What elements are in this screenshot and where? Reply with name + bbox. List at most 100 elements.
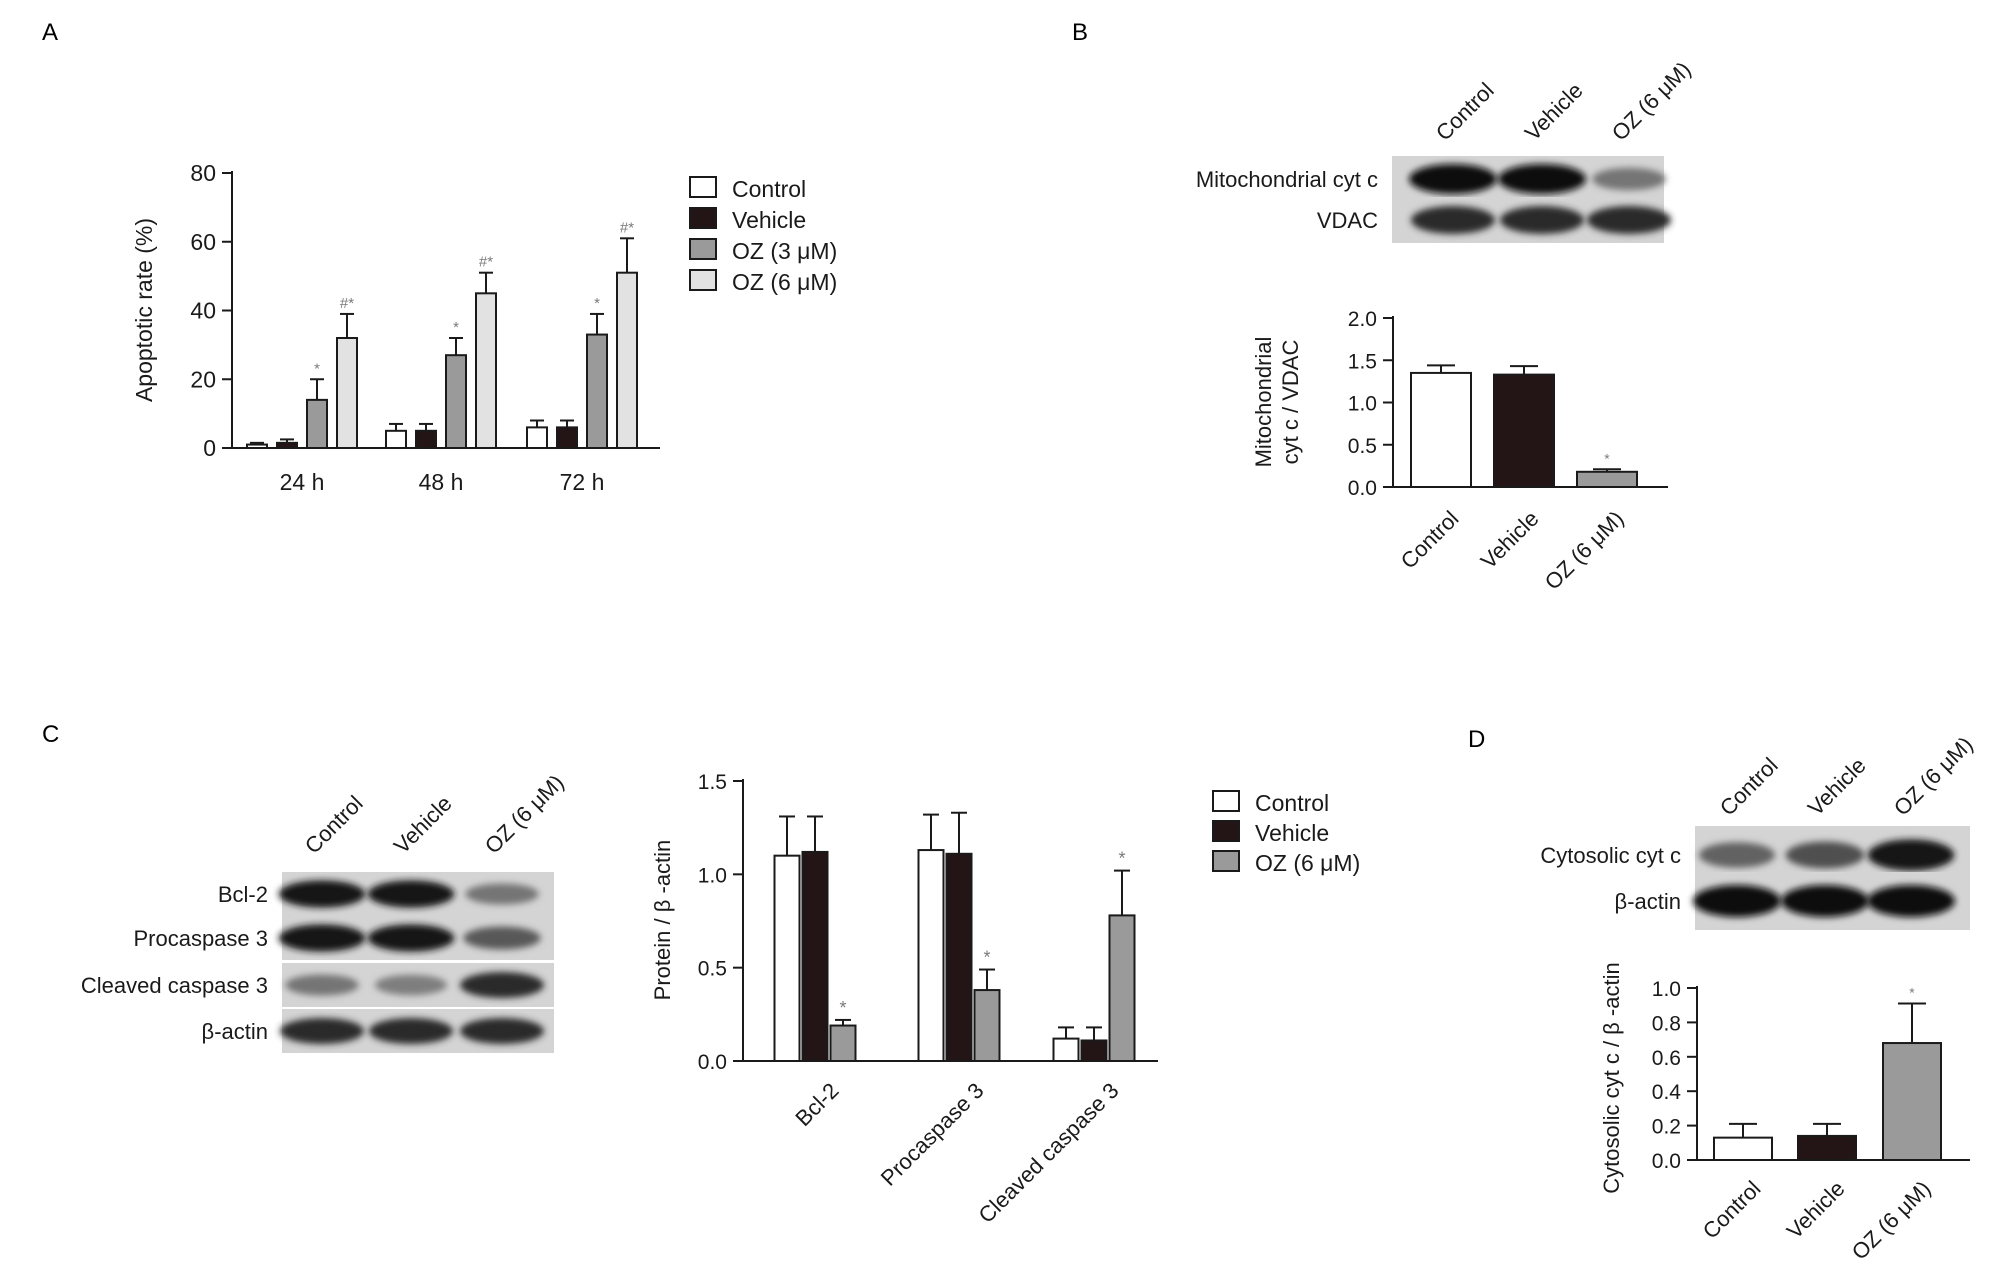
y-axis-title: Cytosolic cyt c / β -actin xyxy=(1599,962,1624,1193)
bar-oz-3-m-72-h xyxy=(586,333,608,449)
x-tick-label-oz-6-m: OZ (6 μM) xyxy=(1847,1176,1936,1265)
x-tick-label-bcl-2: Bcl-2 xyxy=(790,1078,843,1131)
bar-oz-3-m-24-h xyxy=(306,398,328,449)
x-tick-label-control: Control xyxy=(1396,506,1464,574)
legend-swatch-oz-3-m xyxy=(689,238,717,260)
western-blot-d: Control Vehicle OZ (6 μM) Cytosolic cyt c β-… xyxy=(1540,732,1978,930)
bar-oz-6-m-24-h xyxy=(336,337,358,449)
blot-row-label-cleaved-caspase-3: Cleaved caspase 3 xyxy=(81,973,268,998)
y-axis-title: Protein / β -actin xyxy=(650,840,675,1001)
significance-marker: #* xyxy=(620,219,634,236)
legend-swatch-vehicle xyxy=(689,207,717,229)
blot-band-actin-control xyxy=(1693,885,1781,917)
x-tick-label-oz-6-m: OZ (6 μM) xyxy=(1540,506,1629,595)
bar-control-48-h xyxy=(385,429,407,449)
x-tick-label-procaspase-3: Procaspase 3 xyxy=(876,1078,989,1191)
legend-label-control: Control xyxy=(1255,790,1329,816)
bar-oz-6-m-cleaved-caspase-3 xyxy=(1108,914,1136,1063)
blot-band-mitochondrial-cyt-c-vehicle xyxy=(1498,164,1586,194)
y-tick-label: 2.0 xyxy=(1348,308,1377,331)
y-tick-label: 0.2 xyxy=(1652,1116,1681,1139)
legend-label-control: Control xyxy=(732,176,806,202)
legend-swatch-control xyxy=(1212,790,1240,812)
bar-oz-6-m xyxy=(1882,1042,1942,1162)
legend-c: Control Vehicle OZ (6 μM) xyxy=(1212,790,1360,876)
y-tick-label: 0.4 xyxy=(1652,1081,1682,1104)
bar-control-bcl-2 xyxy=(773,854,801,1063)
bar-control-24-h xyxy=(246,443,268,449)
bar-vehicle-48-h xyxy=(415,429,437,449)
y-axis-title: cyt c / VDAC xyxy=(1278,340,1303,465)
blot-band-procaspase-3-vehicle xyxy=(367,924,455,952)
blot-row-label-procaspase-3: Procaspase 3 xyxy=(133,926,268,951)
bar-vehicle-bcl-2 xyxy=(801,850,829,1063)
x-tick-label-vehicle: Vehicle xyxy=(1476,506,1544,574)
panel-label-b: B xyxy=(1072,19,1088,46)
legend-label-vehicle: Vehicle xyxy=(1255,820,1329,846)
blot-band-actin-oz-6-m xyxy=(459,1017,545,1045)
y-tick-label: 1.0 xyxy=(1348,393,1377,416)
lane-header-oz-6-m: OZ (6 μM) xyxy=(480,770,569,859)
blot-row-label-actin: β-actin xyxy=(202,1019,268,1044)
panel-label-d: D xyxy=(1468,726,1485,753)
western-blot-b: Control Vehicle OZ (6 μM) Mitochondrial cyt… xyxy=(1196,57,1696,243)
legend-label-oz-6-m: OZ (6 μM) xyxy=(1255,850,1360,876)
blot-band-actin-oz-6-m xyxy=(1867,885,1955,917)
chart-a-apoptotic-rate: 0 20 40 60 80 Apoptotic rate (%) 24 h * #* 48 h * #… xyxy=(131,160,660,495)
y-tick-label: 1.0 xyxy=(1652,978,1681,1001)
blot-row-label-actin: β-actin xyxy=(1615,889,1681,914)
significance-marker: #* xyxy=(479,254,493,271)
bar-oz-6-m-48-h xyxy=(475,292,497,449)
y-tick-label: 0.0 xyxy=(698,1051,727,1074)
bar-oz-6-m-72-h xyxy=(616,271,638,449)
chart-b-mitochondrial-cyt-c: 0.0 0.5 1.0 1.5 2.0 Mitochondrial cyt c / VDAC… xyxy=(1251,308,1668,595)
blot-band-cytosolic-cyt-c-vehicle xyxy=(1785,841,1865,869)
y-axis-title: Apoptotic rate (%) xyxy=(131,218,157,402)
blot-band-cytosolic-cyt-c-oz-6-m xyxy=(1867,839,1955,871)
blot-band-procaspase-3-oz-6-m xyxy=(463,926,541,950)
x-tick-label-72-h: 72 h xyxy=(560,469,605,495)
y-tick-label: 0.5 xyxy=(1348,435,1377,458)
blot-band-vdac-control xyxy=(1410,206,1496,234)
significance-marker: * xyxy=(453,319,459,336)
lane-header-control: Control xyxy=(300,791,368,859)
y-tick-label: 0.6 xyxy=(1652,1047,1681,1070)
blot-row-label-mitochondrial-cyt-c: Mitochondrial cyt c xyxy=(1196,167,1378,192)
y-tick-label: 40 xyxy=(190,298,216,324)
blot-row-label-bcl-2: Bcl-2 xyxy=(218,882,268,907)
y-tick-label: 80 xyxy=(190,160,216,186)
lane-header-control: Control xyxy=(1431,78,1499,146)
significance-marker: * xyxy=(594,295,600,312)
bar-vehicle xyxy=(1797,1134,1857,1162)
bar-oz-3-m-48-h xyxy=(445,354,467,449)
legend-swatch-control xyxy=(689,176,717,198)
y-tick-label: 0 xyxy=(203,435,216,461)
chart-c-protein-levels: 0.0 0.5 1.0 1.5 Protein / β -actin Bcl-2 * Proc… xyxy=(650,771,1158,1228)
y-tick-label: 1.5 xyxy=(1348,350,1377,373)
bar-control-procaspase-3 xyxy=(917,849,945,1062)
lane-header-oz-6-m: OZ (6 μM) xyxy=(1607,57,1696,146)
bar-oz-6-m-procaspase-3 xyxy=(973,989,1001,1062)
significance-marker: #* xyxy=(340,295,354,312)
blot-band-mitochondrial-cyt-c-control xyxy=(1409,164,1497,194)
legend-swatch-oz-6-m xyxy=(1212,850,1240,872)
bar-control-cleaved-caspase-3 xyxy=(1052,1037,1080,1062)
bar-oz-6-m xyxy=(1576,470,1638,489)
y-tick-label: 1.0 xyxy=(698,864,727,887)
x-tick-label-control: Control xyxy=(1698,1176,1766,1244)
bar-vehicle-72-h xyxy=(556,426,578,449)
y-tick-label: 0.0 xyxy=(1652,1150,1681,1173)
blot-band-vdac-oz-6-m xyxy=(1586,206,1672,234)
legend-label-vehicle: Vehicle xyxy=(732,207,806,233)
y-axis-title: Mitochondrial xyxy=(1251,337,1276,468)
lane-header-control: Control xyxy=(1715,753,1783,821)
x-tick-label-48-h: 48 h xyxy=(419,469,464,495)
blot-band-actin-vehicle xyxy=(368,1017,454,1045)
bar-oz-6-m-bcl-2 xyxy=(829,1024,857,1062)
blot-band-procaspase-3-control xyxy=(278,924,366,952)
bar-control-72-h xyxy=(526,426,548,449)
y-tick-label: 0.8 xyxy=(1652,1012,1681,1035)
significance-marker: * xyxy=(1118,849,1125,869)
blot-band-bcl-2-oz-6-m xyxy=(465,883,539,905)
